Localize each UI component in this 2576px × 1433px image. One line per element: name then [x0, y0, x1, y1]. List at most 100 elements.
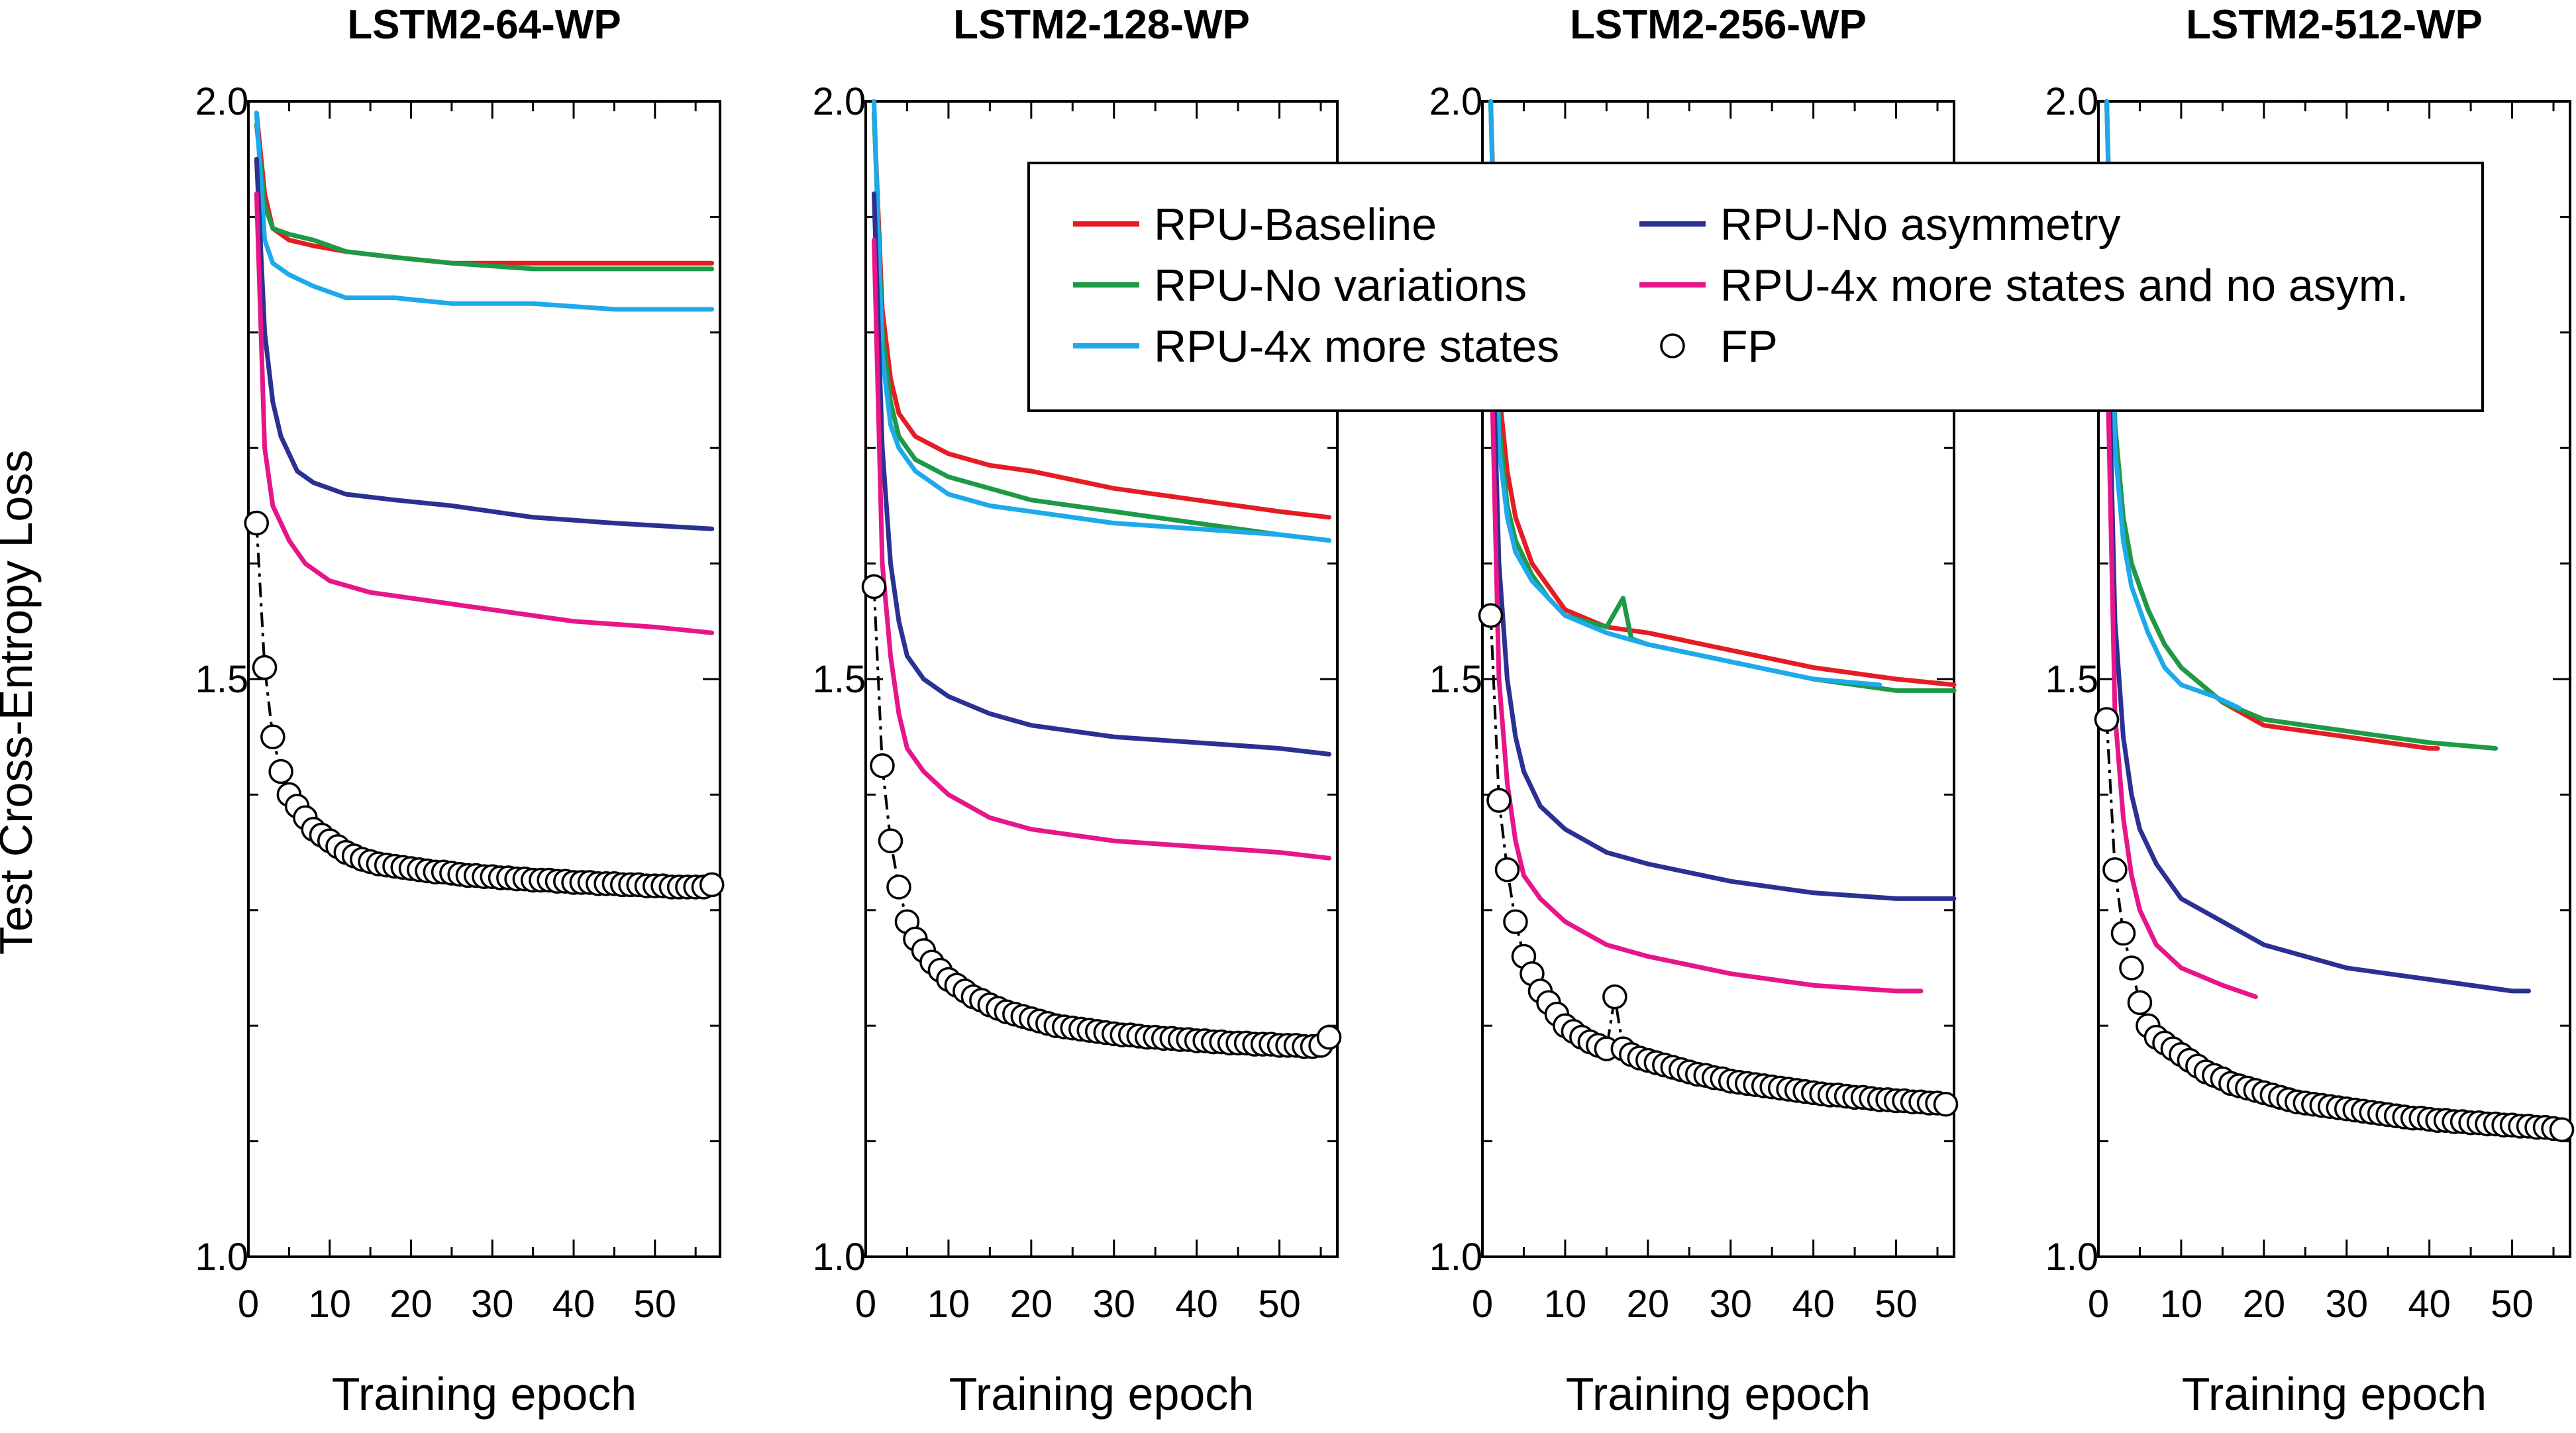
x-tick-label: 0 — [855, 1283, 876, 1326]
y-tick-label: 2.0 — [1429, 80, 1483, 123]
legend-label: RPU-Baseline — [1154, 199, 1437, 250]
fp-data-point — [1478, 603, 1504, 628]
fp-data-point — [2549, 1117, 2575, 1142]
x-tick-label: 40 — [1175, 1283, 1218, 1326]
y-tick-label: 1.5 — [2045, 658, 2099, 701]
fp-data-point — [1316, 1024, 1342, 1050]
y-tick-label: 1.5 — [813, 658, 866, 701]
panel-title: LSTM2-256-WP — [1570, 2, 1867, 48]
x-tick-label: 10 — [2160, 1283, 2203, 1326]
y-tick-label: 2.0 — [813, 80, 866, 123]
fp-data-point — [1602, 984, 1627, 1010]
fp-data-point — [861, 574, 887, 600]
series-line-no-variations — [872, 110, 1331, 543]
series-fp — [1478, 603, 1959, 1117]
series-line-more-states-no-asym — [2104, 330, 2258, 1000]
panel-2: LSTM2-128-WP 0 10 20 30 40 50 1.0 1.5 2.0 Training… — [813, 2, 1342, 1420]
fp-data-point — [870, 753, 895, 778]
fp-data-point — [2094, 707, 2120, 732]
fp-data-point — [1933, 1092, 1959, 1117]
series-line-no-variations — [254, 122, 715, 272]
x-tick-label: 20 — [2243, 1283, 2286, 1326]
series-line-more-states — [2104, 99, 2241, 711]
series-fp — [861, 574, 1342, 1059]
legend-item-more-states-no-asym: RPU-4x more states and no asym. — [1639, 260, 2408, 311]
x-tick-label: 50 — [634, 1283, 677, 1326]
panel-4: LSTM2-512-WP 0 10 20 30 40 50 1.0 1.5 2.0 Training… — [2045, 2, 2575, 1420]
fp-line — [2105, 719, 2562, 1132]
fp-data-point — [2119, 955, 2144, 981]
fp-data-point — [1503, 909, 1528, 934]
x-tick-label: 20 — [1627, 1283, 1670, 1326]
fp-data-point — [699, 872, 725, 898]
x-tick-label: 0 — [2088, 1283, 2109, 1326]
y-tick-label: 2.0 — [195, 80, 249, 123]
legend-item-no-asymmetry: RPU-No asymmetry — [1639, 199, 2121, 250]
fp-data-point — [2127, 990, 2153, 1016]
legend-box — [1027, 162, 2484, 412]
fp-data-point — [878, 828, 903, 853]
x-tick-label: 40 — [1792, 1283, 1835, 1326]
fp-data-point — [1486, 788, 1512, 813]
legend-label: RPU-4x more states and no asym. — [1720, 260, 2408, 311]
fp-data-point — [260, 724, 285, 749]
x-tick-label: 30 — [2325, 1283, 2368, 1326]
series-line-more-states — [1488, 99, 1882, 688]
series-line-more-states — [872, 99, 1331, 543]
legend-item-baseline: RPU-Baseline — [1073, 199, 1437, 250]
x-tick-label: 30 — [1709, 1283, 1752, 1326]
x-tick-label: 30 — [1092, 1283, 1135, 1326]
x-axis-title: Training epoch — [1566, 1368, 1871, 1420]
legend-label: FP — [1720, 321, 1778, 372]
series-fp — [2094, 707, 2575, 1142]
fp-data-point — [268, 759, 293, 784]
fp-data-point — [244, 510, 270, 536]
series-line-no-asymmetry — [254, 156, 715, 531]
fp-data-point — [2102, 857, 2128, 882]
legend-swatch — [1660, 333, 1685, 358]
fp-data-point — [252, 655, 278, 680]
legend-label: RPU-No variations — [1154, 260, 1527, 311]
y-tick-label: 1.0 — [195, 1236, 249, 1279]
legend-item-more-states: RPU-4x more states — [1073, 321, 1559, 372]
y-tick-label: 1.5 — [1429, 658, 1483, 701]
x-axis-title: Training epoch — [949, 1368, 1254, 1420]
panel-title: LSTM2-64-WP — [347, 2, 621, 48]
plot-frame — [247, 100, 721, 1258]
fp-data-point — [886, 875, 911, 900]
fp-data-point — [2110, 920, 2136, 946]
series-line-more-states-no-asym — [872, 237, 1331, 861]
y-tick-label: 1.0 — [1429, 1236, 1483, 1279]
panel-3: LSTM2-256-WP 0 10 20 30 40 50 1.0 1.5 2.0 Training… — [1429, 2, 1959, 1420]
series-line-no-asymmetry — [1488, 272, 1957, 901]
x-tick-label: 50 — [1875, 1283, 1918, 1326]
series-line-baseline — [1488, 99, 1957, 688]
legend-item-no-variations: RPU-No variations — [1073, 260, 1527, 311]
series-line-no-asymmetry — [872, 191, 1331, 757]
x-axis-title: Training epoch — [2182, 1368, 2487, 1420]
chart-panels: LSTM2-64-WP 0 10 20 30 40 50 1.0 1.5 2.0 Training … — [195, 2, 2575, 1420]
x-tick-label: 20 — [389, 1283, 433, 1326]
x-tick-label: 0 — [1472, 1283, 1493, 1326]
panel-title: LSTM2-128-WP — [953, 2, 1250, 48]
x-tick-label: 50 — [1258, 1283, 1301, 1326]
fp-data-point — [1494, 857, 1520, 882]
x-tick-label: 40 — [552, 1283, 595, 1326]
legend-item-fp: FP — [1660, 321, 1778, 372]
x-tick-label: 30 — [471, 1283, 514, 1326]
x-tick-label: 50 — [2491, 1283, 2534, 1326]
x-tick-label: 10 — [309, 1283, 352, 1326]
y-tick-label: 1.5 — [195, 658, 249, 701]
series-fp — [244, 510, 725, 900]
x-tick-label: 40 — [2408, 1283, 2451, 1326]
panel-title: LSTM2-512-WP — [2186, 2, 2483, 48]
x-axis-title: Training epoch — [332, 1368, 637, 1420]
legend-label: RPU-4x more states — [1154, 321, 1559, 372]
series-line-baseline — [872, 110, 1331, 520]
series-line-more-states-no-asym — [254, 191, 715, 635]
y-axis-title: Test Cross-Entropy Loss — [0, 450, 42, 955]
y-tick-label: 1.0 — [2045, 1236, 2099, 1279]
series-line-baseline — [254, 110, 715, 266]
y-tick-label: 1.0 — [813, 1236, 866, 1279]
